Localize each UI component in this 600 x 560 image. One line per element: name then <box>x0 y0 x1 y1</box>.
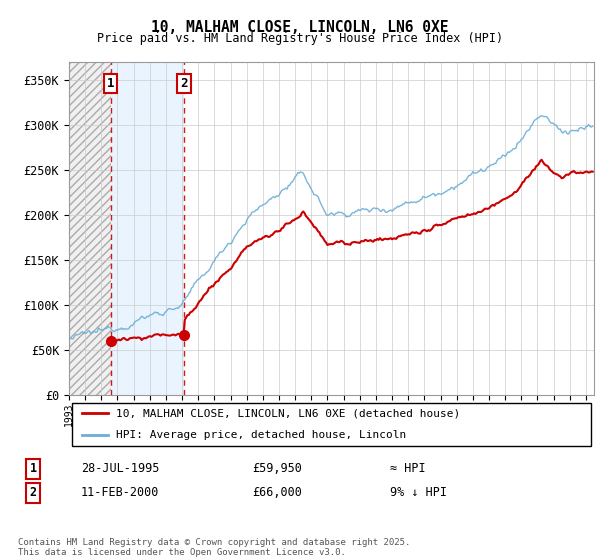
Text: £66,000: £66,000 <box>252 486 302 500</box>
Text: 2: 2 <box>180 77 188 90</box>
Text: 1: 1 <box>107 77 114 90</box>
Text: 10, MALHAM CLOSE, LINCOLN, LN6 0XE: 10, MALHAM CLOSE, LINCOLN, LN6 0XE <box>151 20 449 35</box>
Text: HPI: Average price, detached house, Lincoln: HPI: Average price, detached house, Linc… <box>116 430 407 440</box>
Bar <box>110 62 184 395</box>
Text: Price paid vs. HM Land Registry's House Price Index (HPI): Price paid vs. HM Land Registry's House … <box>97 32 503 45</box>
Text: 9% ↓ HPI: 9% ↓ HPI <box>390 486 447 500</box>
Text: Contains HM Land Registry data © Crown copyright and database right 2025.
This d: Contains HM Land Registry data © Crown c… <box>18 538 410 557</box>
Text: 1: 1 <box>29 462 37 475</box>
Bar <box>69 62 110 395</box>
Text: 11-FEB-2000: 11-FEB-2000 <box>81 486 160 500</box>
Text: ≈ HPI: ≈ HPI <box>390 462 425 475</box>
Text: 2: 2 <box>29 486 37 500</box>
Text: £59,950: £59,950 <box>252 462 302 475</box>
Text: 28-JUL-1995: 28-JUL-1995 <box>81 462 160 475</box>
FancyBboxPatch shape <box>71 403 592 446</box>
Text: 10, MALHAM CLOSE, LINCOLN, LN6 0XE (detached house): 10, MALHAM CLOSE, LINCOLN, LN6 0XE (deta… <box>116 408 461 418</box>
